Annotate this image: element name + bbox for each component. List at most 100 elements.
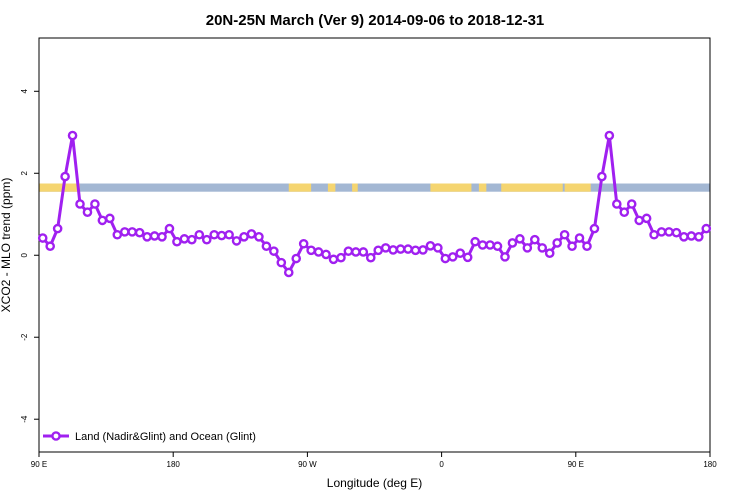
data-point: [679, 232, 689, 242]
data-point: [134, 227, 145, 238]
data-point: [440, 253, 451, 264]
data-point: [567, 241, 577, 252]
data-point: [75, 199, 85, 209]
data-point: [283, 267, 294, 278]
data-point: [694, 232, 704, 242]
data-point: [552, 238, 562, 248]
data-point: [455, 248, 466, 258]
data-point: [388, 245, 398, 255]
data-point: [485, 240, 495, 250]
data-point: [231, 236, 242, 246]
data-point: [529, 234, 540, 245]
data-point: [358, 247, 369, 257]
data-point: [179, 234, 190, 244]
data-point: [619, 207, 630, 218]
x-tick-label: 90 W: [298, 460, 317, 469]
data-point: [298, 238, 309, 249]
data-point: [522, 243, 533, 253]
data-point: [343, 246, 354, 256]
data-point: [500, 252, 510, 262]
land-ocean-band: [39, 183, 710, 192]
data-point: [261, 241, 272, 252]
data-point: [559, 229, 570, 240]
data-point: [634, 215, 644, 226]
plot-frame: [38, 37, 711, 453]
data-point: [641, 213, 652, 224]
x-tick-label: 180: [703, 460, 717, 469]
data-point: [447, 252, 458, 262]
x-axis-label: Longitude (deg E): [327, 476, 422, 490]
ocean-band: [39, 183, 710, 192]
y-tick-label: -4: [20, 415, 29, 423]
data-point: [574, 233, 585, 243]
axes: [38, 37, 711, 453]
data-point: [216, 230, 227, 241]
data-point: [194, 229, 205, 240]
data-point: [477, 240, 488, 250]
data-point: [336, 252, 346, 263]
data-point: [462, 252, 473, 263]
data-point: [246, 229, 257, 239]
data-point: [60, 171, 70, 182]
data-point: [365, 252, 376, 263]
data-point: [313, 247, 324, 257]
data-point: [671, 227, 682, 238]
y-tick-label: 0: [20, 252, 29, 257]
legend-label: Land (Nadir&Glint) and Ocean (Glint): [75, 431, 256, 443]
data-point: [90, 199, 100, 209]
data-point: [119, 227, 130, 237]
data-point: [418, 245, 428, 255]
y-axis-label: XCO2 - MLO trend (ppm): [0, 178, 13, 313]
data-point: [507, 238, 518, 248]
x-tick-label: 0: [439, 460, 444, 469]
data-point: [649, 229, 659, 240]
land-band-segment: [430, 183, 472, 192]
data-point: [410, 245, 421, 256]
data-point: [269, 246, 279, 256]
x-tick-label: 180: [167, 460, 181, 469]
data-point: [142, 232, 152, 242]
data-point: [127, 227, 137, 237]
y-axis: -4 -2 0 2 4: [20, 89, 39, 423]
land-band-segment: [327, 183, 336, 192]
legend: Land (Nadir&Glint) and Ocean (Glint): [43, 431, 256, 443]
data-point: [164, 223, 175, 234]
land-band-segment: [39, 183, 81, 192]
data-point: [45, 241, 55, 252]
data-point: [276, 257, 287, 268]
data-point: [686, 231, 697, 241]
data-point: [37, 233, 48, 243]
data-point: [395, 244, 406, 254]
x-tick-label: 90 E: [568, 460, 584, 469]
legend-marker: [51, 431, 61, 441]
data-point: [604, 130, 615, 141]
land-band-segment: [288, 183, 312, 192]
data-point: [224, 229, 234, 240]
data-point: [187, 234, 197, 245]
data-point: [172, 236, 182, 247]
land-band-segment: [352, 183, 358, 192]
data-point: [470, 236, 480, 247]
data-point: [612, 199, 622, 209]
data-point: [515, 234, 525, 244]
data-point: [291, 253, 302, 264]
data-point: [425, 241, 436, 251]
data-point: [380, 243, 391, 253]
data-point: [597, 171, 607, 182]
land-band-segment: [478, 183, 487, 192]
data-point: [537, 243, 548, 253]
y-tick-label: 2: [20, 170, 29, 175]
x-tick-label: 90 E: [31, 460, 47, 469]
data-point: [105, 213, 115, 224]
data-point: [664, 227, 674, 237]
data-point: [433, 243, 443, 253]
x-axis: 90 E 180 90 W 0 90 E 180: [31, 452, 717, 469]
data-point: [306, 245, 316, 256]
data-point: [656, 227, 667, 237]
data-point: [112, 229, 123, 240]
data-point: [403, 244, 413, 254]
data-point: [328, 254, 339, 265]
data-point: [589, 223, 600, 234]
data-point: [67, 130, 78, 141]
land-band-segment: [564, 183, 591, 192]
